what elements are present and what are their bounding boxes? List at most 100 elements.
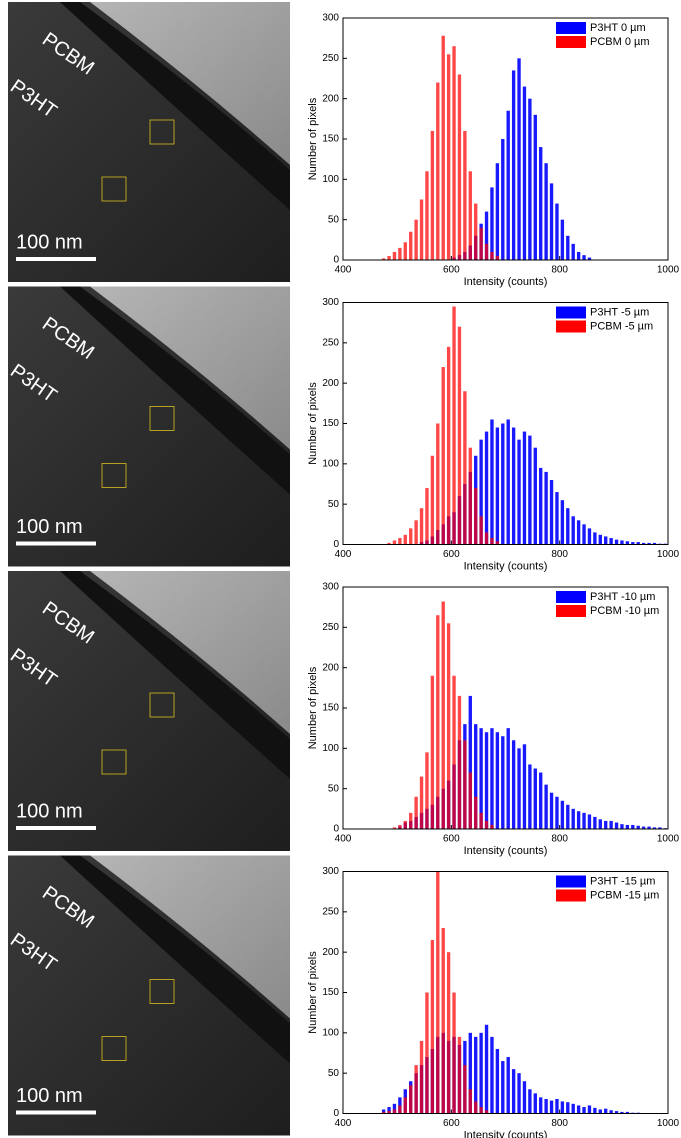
- bar: [544, 784, 548, 829]
- bar: [436, 423, 440, 545]
- bar: [582, 255, 586, 260]
- bar: [549, 183, 554, 260]
- plot-frame: [342, 17, 669, 261]
- bar: [549, 792, 554, 829]
- bar: [430, 675, 435, 829]
- bar: [582, 524, 586, 545]
- bar: [544, 471, 548, 545]
- bar: [436, 615, 440, 829]
- histogram: 0 50 100 150 200 250 300 400 600 800 1000 Intensity…: [307, 582, 680, 857]
- bar: [446, 54, 451, 260]
- legend-label: P3HT -5 µm: [590, 306, 649, 318]
- bar: [414, 219, 418, 260]
- bar: [652, 827, 657, 829]
- film-edge: [60, 571, 290, 779]
- x-tick-label: 400: [335, 549, 352, 560]
- bar: [501, 736, 505, 829]
- bar: [398, 538, 402, 545]
- bar: [430, 455, 435, 545]
- bar: [576, 811, 581, 829]
- bar: [566, 1102, 570, 1114]
- bar: [604, 820, 608, 829]
- x-axis-label: Intensity (counts): [464, 1129, 548, 1138]
- legend-swatch: [556, 591, 586, 603]
- bar: [620, 1111, 624, 1114]
- bar: [381, 1109, 386, 1114]
- bar: [484, 1024, 489, 1114]
- x-tick-label: 1000: [657, 834, 680, 845]
- bar: [560, 800, 565, 829]
- bar: [522, 86, 527, 260]
- scale-bar-label: 100 nm: [16, 800, 83, 822]
- bar: [511, 427, 516, 545]
- x-axis-label: Intensity (counts): [464, 560, 548, 572]
- bar: [387, 1107, 391, 1114]
- y-tick-label: 100: [322, 743, 339, 754]
- bar: [609, 538, 613, 545]
- y-tick-label: 300: [322, 866, 339, 877]
- bar: [414, 796, 418, 829]
- roi-box: [149, 119, 175, 145]
- bar: [522, 744, 527, 829]
- bar: [381, 1111, 386, 1114]
- bar: [528, 1089, 532, 1114]
- y-axis-label: Number of pixels: [307, 666, 319, 749]
- bar: [544, 163, 548, 260]
- bar: [598, 1109, 602, 1114]
- bar: [490, 1036, 494, 1114]
- bar: [506, 419, 510, 545]
- y-tick-label: 250: [322, 906, 339, 917]
- y-tick-label: 0: [333, 539, 339, 550]
- vacuum-region: [90, 2, 290, 165]
- bar: [641, 542, 646, 545]
- bar: [468, 695, 472, 829]
- bar: [544, 1098, 548, 1114]
- scale-bar-label: 100 nm: [16, 231, 83, 253]
- y-axis-label: Number of pixels: [307, 951, 319, 1034]
- bar: [398, 1105, 402, 1114]
- bar: [463, 130, 467, 260]
- bar: [576, 520, 581, 545]
- bar: [490, 538, 494, 545]
- bar: [609, 820, 613, 829]
- bar: [425, 992, 429, 1114]
- plot-frame: [342, 586, 669, 830]
- bar: [484, 243, 489, 260]
- bar: [409, 812, 413, 829]
- bar: [441, 367, 445, 545]
- legend-swatch: [556, 22, 586, 34]
- bar: [576, 251, 581, 260]
- bar: [625, 1111, 630, 1114]
- bar: [484, 532, 489, 545]
- y-tick-label: 50: [328, 1068, 340, 1079]
- bar: [484, 820, 489, 829]
- x-tick-label: 1000: [657, 549, 680, 560]
- bar: [409, 231, 413, 260]
- bar: [528, 98, 532, 261]
- bar: [484, 431, 489, 545]
- bar: [495, 732, 500, 829]
- legend-swatch: [556, 36, 586, 48]
- bar: [441, 35, 445, 260]
- bar: [522, 431, 527, 545]
- bar: [517, 58, 521, 261]
- bar: [549, 479, 554, 545]
- plot-frame: [342, 302, 669, 545]
- bar: [495, 427, 500, 545]
- bar: [560, 1101, 565, 1114]
- legend-swatch: [556, 605, 586, 617]
- bar: [484, 211, 489, 260]
- x-tick-label: 800: [551, 549, 568, 560]
- bar: [479, 439, 483, 545]
- bar: [425, 752, 429, 829]
- bar: [647, 826, 651, 829]
- bar: [463, 740, 467, 829]
- bar: [446, 623, 451, 829]
- bar: [593, 532, 597, 545]
- bar: [614, 822, 619, 829]
- roi-box: [101, 176, 127, 202]
